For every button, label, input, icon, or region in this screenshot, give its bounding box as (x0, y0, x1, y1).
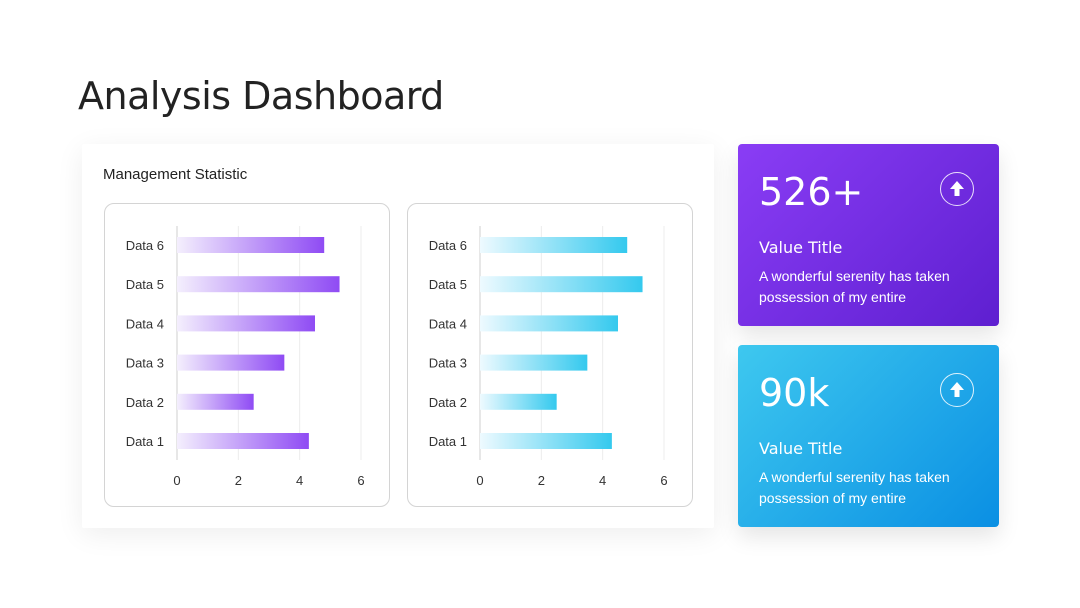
category-label: Data 5 (429, 277, 467, 292)
category-label: Data 1 (429, 434, 467, 449)
arrow-up-icon[interactable] (940, 172, 974, 206)
bar-chart-purple: Data 6 Data 5 Data 4 Data 3 Data 2 Data 1 0 2 4 6 (104, 203, 390, 507)
bar-data-1 (480, 433, 612, 449)
category-label: Data 2 (126, 395, 164, 410)
category-label: Data 3 (429, 356, 467, 371)
bar-data-5 (480, 276, 643, 293)
tick-label: 4 (599, 473, 606, 488)
tick-label: 0 (173, 473, 180, 488)
tick-label: 0 (476, 473, 483, 488)
card-title: Value Title (759, 238, 843, 257)
bar-data-6 (480, 237, 628, 253)
bar-data-2 (480, 393, 557, 410)
category-label: Data 4 (126, 316, 164, 331)
category-label: Data 3 (126, 356, 164, 371)
value-card-1: 526+ Value Title A wonderful serenity ha… (738, 144, 999, 326)
bar-chart-purple-svg: Data 6 Data 5 Data 4 Data 3 Data 2 Data 1 0 2 4 6 (126, 226, 365, 488)
bar-data-6 (177, 237, 325, 253)
card-description: A wonderful serenity has taken possessio… (759, 469, 950, 506)
category-label: Data 5 (126, 277, 164, 292)
bar-data-2 (177, 393, 254, 410)
bar-data-3 (480, 354, 588, 371)
bar-data-4 (177, 315, 315, 332)
category-label: Data 2 (429, 395, 467, 410)
tick-label: 6 (660, 473, 667, 488)
category-label: Data 1 (126, 434, 164, 449)
category-label: Data 6 (429, 238, 467, 253)
panel-title: Management Statistic (103, 166, 248, 183)
card-title: Value Title (759, 439, 843, 458)
page-title: Analysis Dashboard (78, 74, 444, 118)
tick-label: 4 (296, 473, 303, 488)
bar-chart-blue: Data 6 Data 5 Data 4 Data 3 Data 2 Data 1 0 2 4 6 (407, 203, 693, 507)
category-label: Data 4 (429, 316, 467, 331)
bar-data-3 (177, 354, 285, 371)
value-card-2: 90k Value Title A wonderful serenity has… (738, 345, 999, 527)
arrow-up-icon[interactable] (940, 373, 974, 407)
tick-label: 6 (357, 473, 364, 488)
bar-data-4 (480, 315, 618, 332)
bar-chart-blue-svg: Data 6 Data 5 Data 4 Data 3 Data 2 Data 1 0 2 4 6 (429, 226, 668, 488)
tick-label: 2 (235, 473, 242, 488)
card-description: A wonderful serenity has taken possessio… (759, 268, 950, 305)
category-label: Data 6 (126, 238, 164, 253)
bar-data-1 (177, 433, 309, 449)
tick-label: 2 (538, 473, 545, 488)
card-value: 526+ (759, 170, 864, 214)
bar-data-5 (177, 276, 340, 293)
card-value: 90k (759, 371, 830, 415)
